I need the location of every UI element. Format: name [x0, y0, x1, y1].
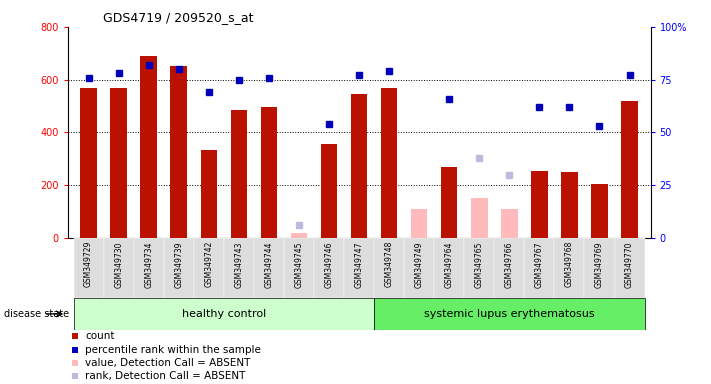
Bar [592, 184, 608, 238]
Bar [464, 238, 494, 298]
Bar [164, 238, 194, 298]
Text: GSM349767: GSM349767 [535, 241, 544, 288]
Bar [374, 298, 645, 330]
Text: GSM349744: GSM349744 [264, 241, 274, 288]
Bar [314, 238, 344, 298]
Bar [344, 238, 374, 298]
Bar [411, 209, 427, 238]
Bar [230, 110, 247, 238]
Text: count: count [85, 331, 114, 341]
Bar [531, 171, 547, 238]
Bar [104, 238, 134, 298]
Bar [284, 238, 314, 298]
Bar [80, 88, 97, 238]
Text: GSM349746: GSM349746 [324, 241, 333, 288]
Bar [561, 172, 578, 238]
Text: GSM349734: GSM349734 [144, 241, 153, 288]
Bar [254, 238, 284, 298]
Text: GSM349768: GSM349768 [565, 241, 574, 288]
Bar [224, 238, 254, 298]
Text: percentile rank within the sample: percentile rank within the sample [85, 344, 261, 354]
Bar [73, 298, 374, 330]
Text: healthy control: healthy control [182, 309, 266, 319]
Bar [404, 238, 434, 298]
Bar [171, 66, 187, 238]
Text: value, Detection Call = ABSENT: value, Detection Call = ABSENT [85, 358, 250, 368]
Text: GSM349729: GSM349729 [84, 241, 93, 288]
Bar [501, 209, 518, 238]
Bar [261, 108, 277, 238]
Text: GSM349764: GSM349764 [444, 241, 454, 288]
Bar [434, 238, 464, 298]
Bar [471, 199, 488, 238]
Bar [524, 238, 555, 298]
Text: systemic lupus erythematosus: systemic lupus erythematosus [424, 309, 594, 319]
Text: GSM349766: GSM349766 [505, 241, 514, 288]
Text: GDS4719 / 209520_s_at: GDS4719 / 209520_s_at [102, 11, 253, 24]
Bar [584, 238, 614, 298]
Bar [141, 56, 157, 238]
Text: GSM349743: GSM349743 [235, 241, 243, 288]
Bar [321, 144, 337, 238]
Bar [555, 238, 584, 298]
Text: GSM349765: GSM349765 [475, 241, 483, 288]
Bar [381, 88, 397, 238]
Text: GSM349749: GSM349749 [415, 241, 424, 288]
Bar [194, 238, 224, 298]
Bar [351, 94, 368, 238]
Bar [614, 238, 645, 298]
Text: GSM349748: GSM349748 [385, 241, 394, 288]
Bar [134, 238, 164, 298]
Text: disease state: disease state [4, 309, 69, 319]
Text: GSM349747: GSM349747 [355, 241, 363, 288]
Bar [201, 150, 217, 238]
Text: GSM349742: GSM349742 [204, 241, 213, 288]
Text: GSM349770: GSM349770 [625, 241, 634, 288]
Text: GSM349739: GSM349739 [174, 241, 183, 288]
Text: GSM349745: GSM349745 [294, 241, 304, 288]
Bar [73, 238, 104, 298]
Text: GSM349730: GSM349730 [114, 241, 123, 288]
Text: rank, Detection Call = ABSENT: rank, Detection Call = ABSENT [85, 371, 245, 381]
Text: GSM349769: GSM349769 [595, 241, 604, 288]
Bar [110, 88, 127, 238]
Bar [374, 238, 404, 298]
Bar [494, 238, 524, 298]
Bar [291, 233, 307, 238]
Bar [621, 101, 638, 238]
Bar [441, 167, 457, 238]
